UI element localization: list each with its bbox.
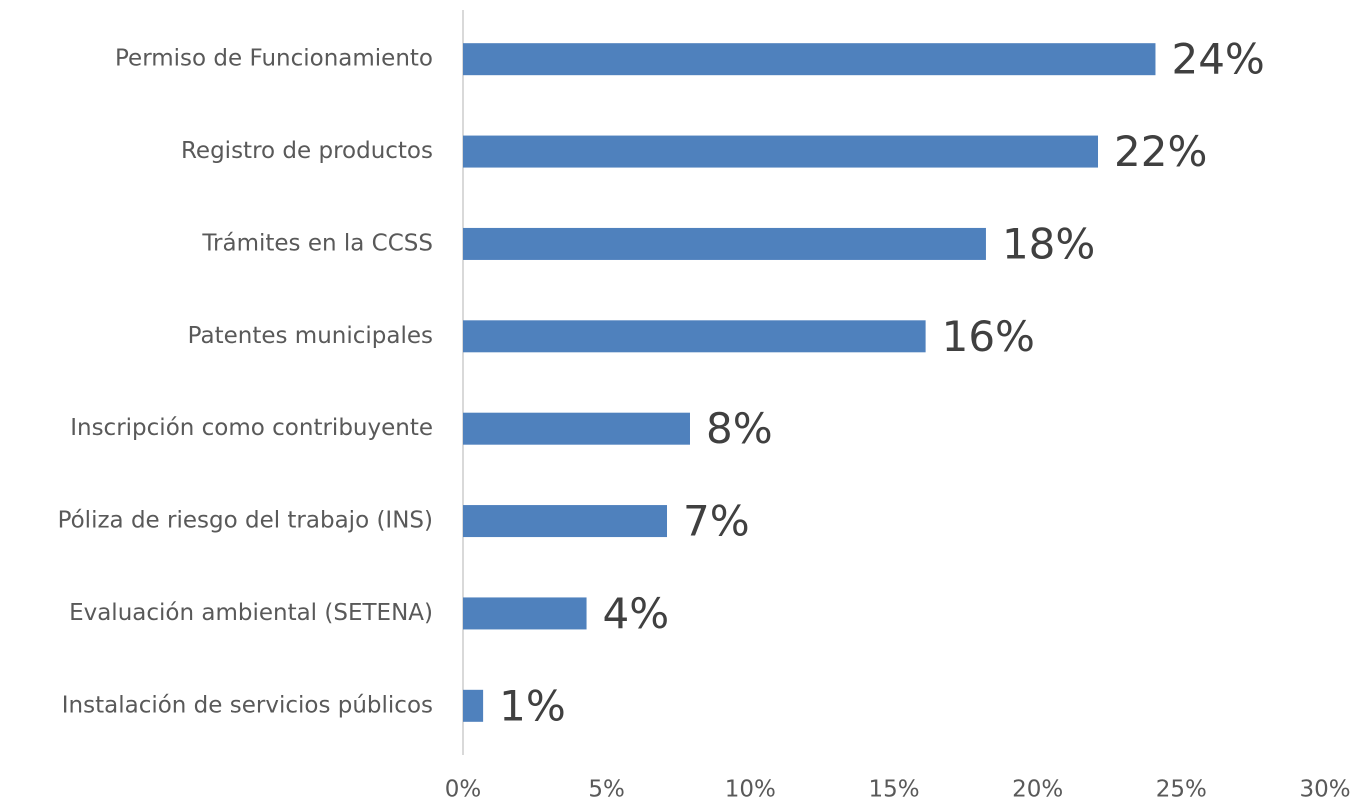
data-label: 24% — [1171, 35, 1264, 84]
category-label: Evaluación ambiental (SETENA) — [69, 600, 433, 626]
category-label: Instalación de servicios públicos — [62, 692, 433, 718]
category-label: Permiso de Funcionamiento — [115, 46, 433, 72]
bar — [463, 412, 690, 445]
bar — [463, 135, 1099, 168]
data-label: 22% — [1114, 127, 1207, 176]
category-label: Inscripción como contribuyente — [70, 415, 433, 441]
x-tick-label: 25% — [1156, 777, 1207, 803]
x-tick-label: 0% — [445, 777, 482, 803]
bar — [463, 320, 926, 353]
data-label: 7% — [683, 497, 750, 546]
data-label: 1% — [499, 681, 566, 730]
x-tick-label: 10% — [725, 777, 776, 803]
category-label: Trámites en la CCSS — [201, 230, 433, 256]
bar — [463, 689, 484, 722]
bar — [463, 505, 668, 538]
x-tick-label: 5% — [588, 777, 625, 803]
x-tick-label: 15% — [868, 777, 919, 803]
category-label: Patentes municipales — [188, 323, 433, 349]
data-label: 16% — [942, 312, 1035, 361]
bar — [463, 227, 986, 260]
category-label: Póliza de riesgo del trabajo (INS) — [58, 508, 433, 534]
bar — [463, 43, 1156, 76]
data-label: 8% — [706, 404, 773, 453]
data-label: 18% — [1002, 219, 1095, 268]
x-tick-label: 20% — [1012, 777, 1063, 803]
bar — [463, 597, 587, 630]
category-label: Registro de productos — [181, 138, 433, 164]
x-tick-label: 30% — [1299, 777, 1350, 803]
data-label: 4% — [603, 589, 670, 638]
